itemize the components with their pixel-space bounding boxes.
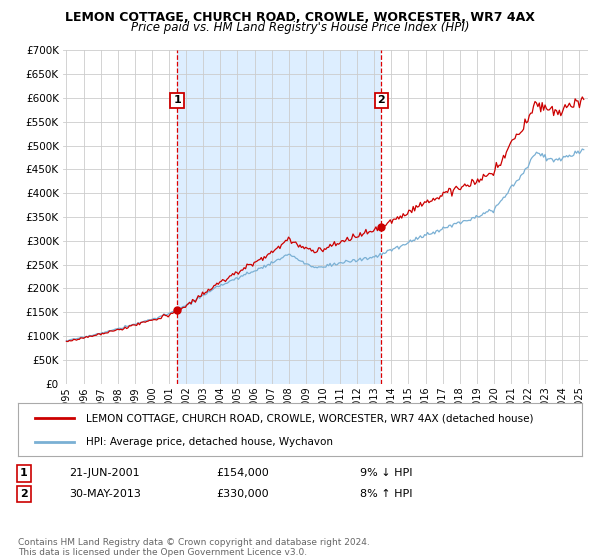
Text: LEMON COTTAGE, CHURCH ROAD, CROWLE, WORCESTER, WR7 4AX: LEMON COTTAGE, CHURCH ROAD, CROWLE, WORC…	[65, 11, 535, 24]
Text: 30-MAY-2013: 30-MAY-2013	[69, 489, 141, 499]
Text: 1: 1	[20, 468, 28, 478]
Text: 1: 1	[173, 95, 181, 105]
Text: 8% ↑ HPI: 8% ↑ HPI	[360, 489, 413, 499]
Text: Price paid vs. HM Land Registry's House Price Index (HPI): Price paid vs. HM Land Registry's House …	[131, 21, 469, 34]
Text: 2: 2	[377, 95, 385, 105]
Text: 21-JUN-2001: 21-JUN-2001	[69, 468, 140, 478]
Text: 9% ↓ HPI: 9% ↓ HPI	[360, 468, 413, 478]
Text: HPI: Average price, detached house, Wychavon: HPI: Average price, detached house, Wych…	[86, 436, 332, 446]
Text: £154,000: £154,000	[216, 468, 269, 478]
Text: 2: 2	[20, 489, 28, 499]
Bar	[177, 50, 381, 384]
Text: LEMON COTTAGE, CHURCH ROAD, CROWLE, WORCESTER, WR7 4AX (detached house): LEMON COTTAGE, CHURCH ROAD, CROWLE, WORC…	[86, 413, 533, 423]
Text: £330,000: £330,000	[216, 489, 269, 499]
Text: Contains HM Land Registry data © Crown copyright and database right 2024.
This d: Contains HM Land Registry data © Crown c…	[18, 538, 370, 557]
